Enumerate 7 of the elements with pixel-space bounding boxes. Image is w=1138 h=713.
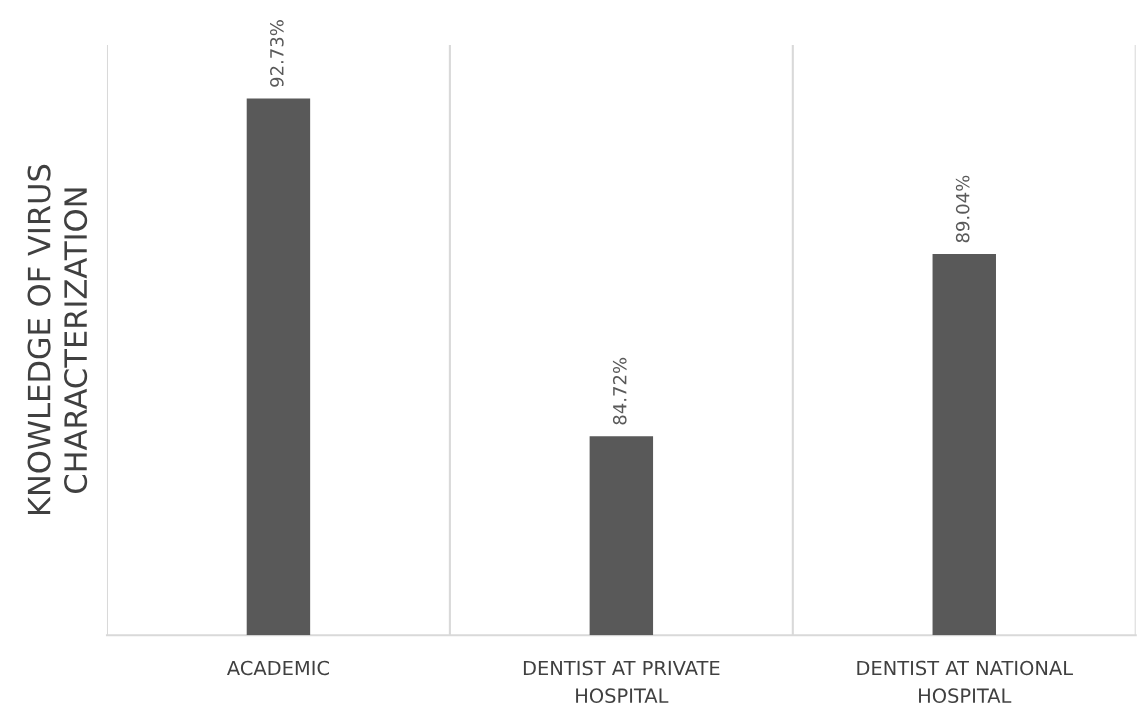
x-tick-label: DENTIST AT PRIVATE HOSPITAL <box>523 660 720 704</box>
data-label: 84.72% <box>612 357 627 425</box>
x-tick-label: ACADEMIC <box>226 660 329 676</box>
x-tick-label: DENTIST AT NATIONAL HOSPITAL <box>857 660 1073 704</box>
data-label: 89.04% <box>955 175 970 243</box>
y-axis-title: KNOWLEDGE OF VIRUS CHARACTERIZATION <box>27 164 88 515</box>
data-label: 92.73% <box>270 20 284 87</box>
